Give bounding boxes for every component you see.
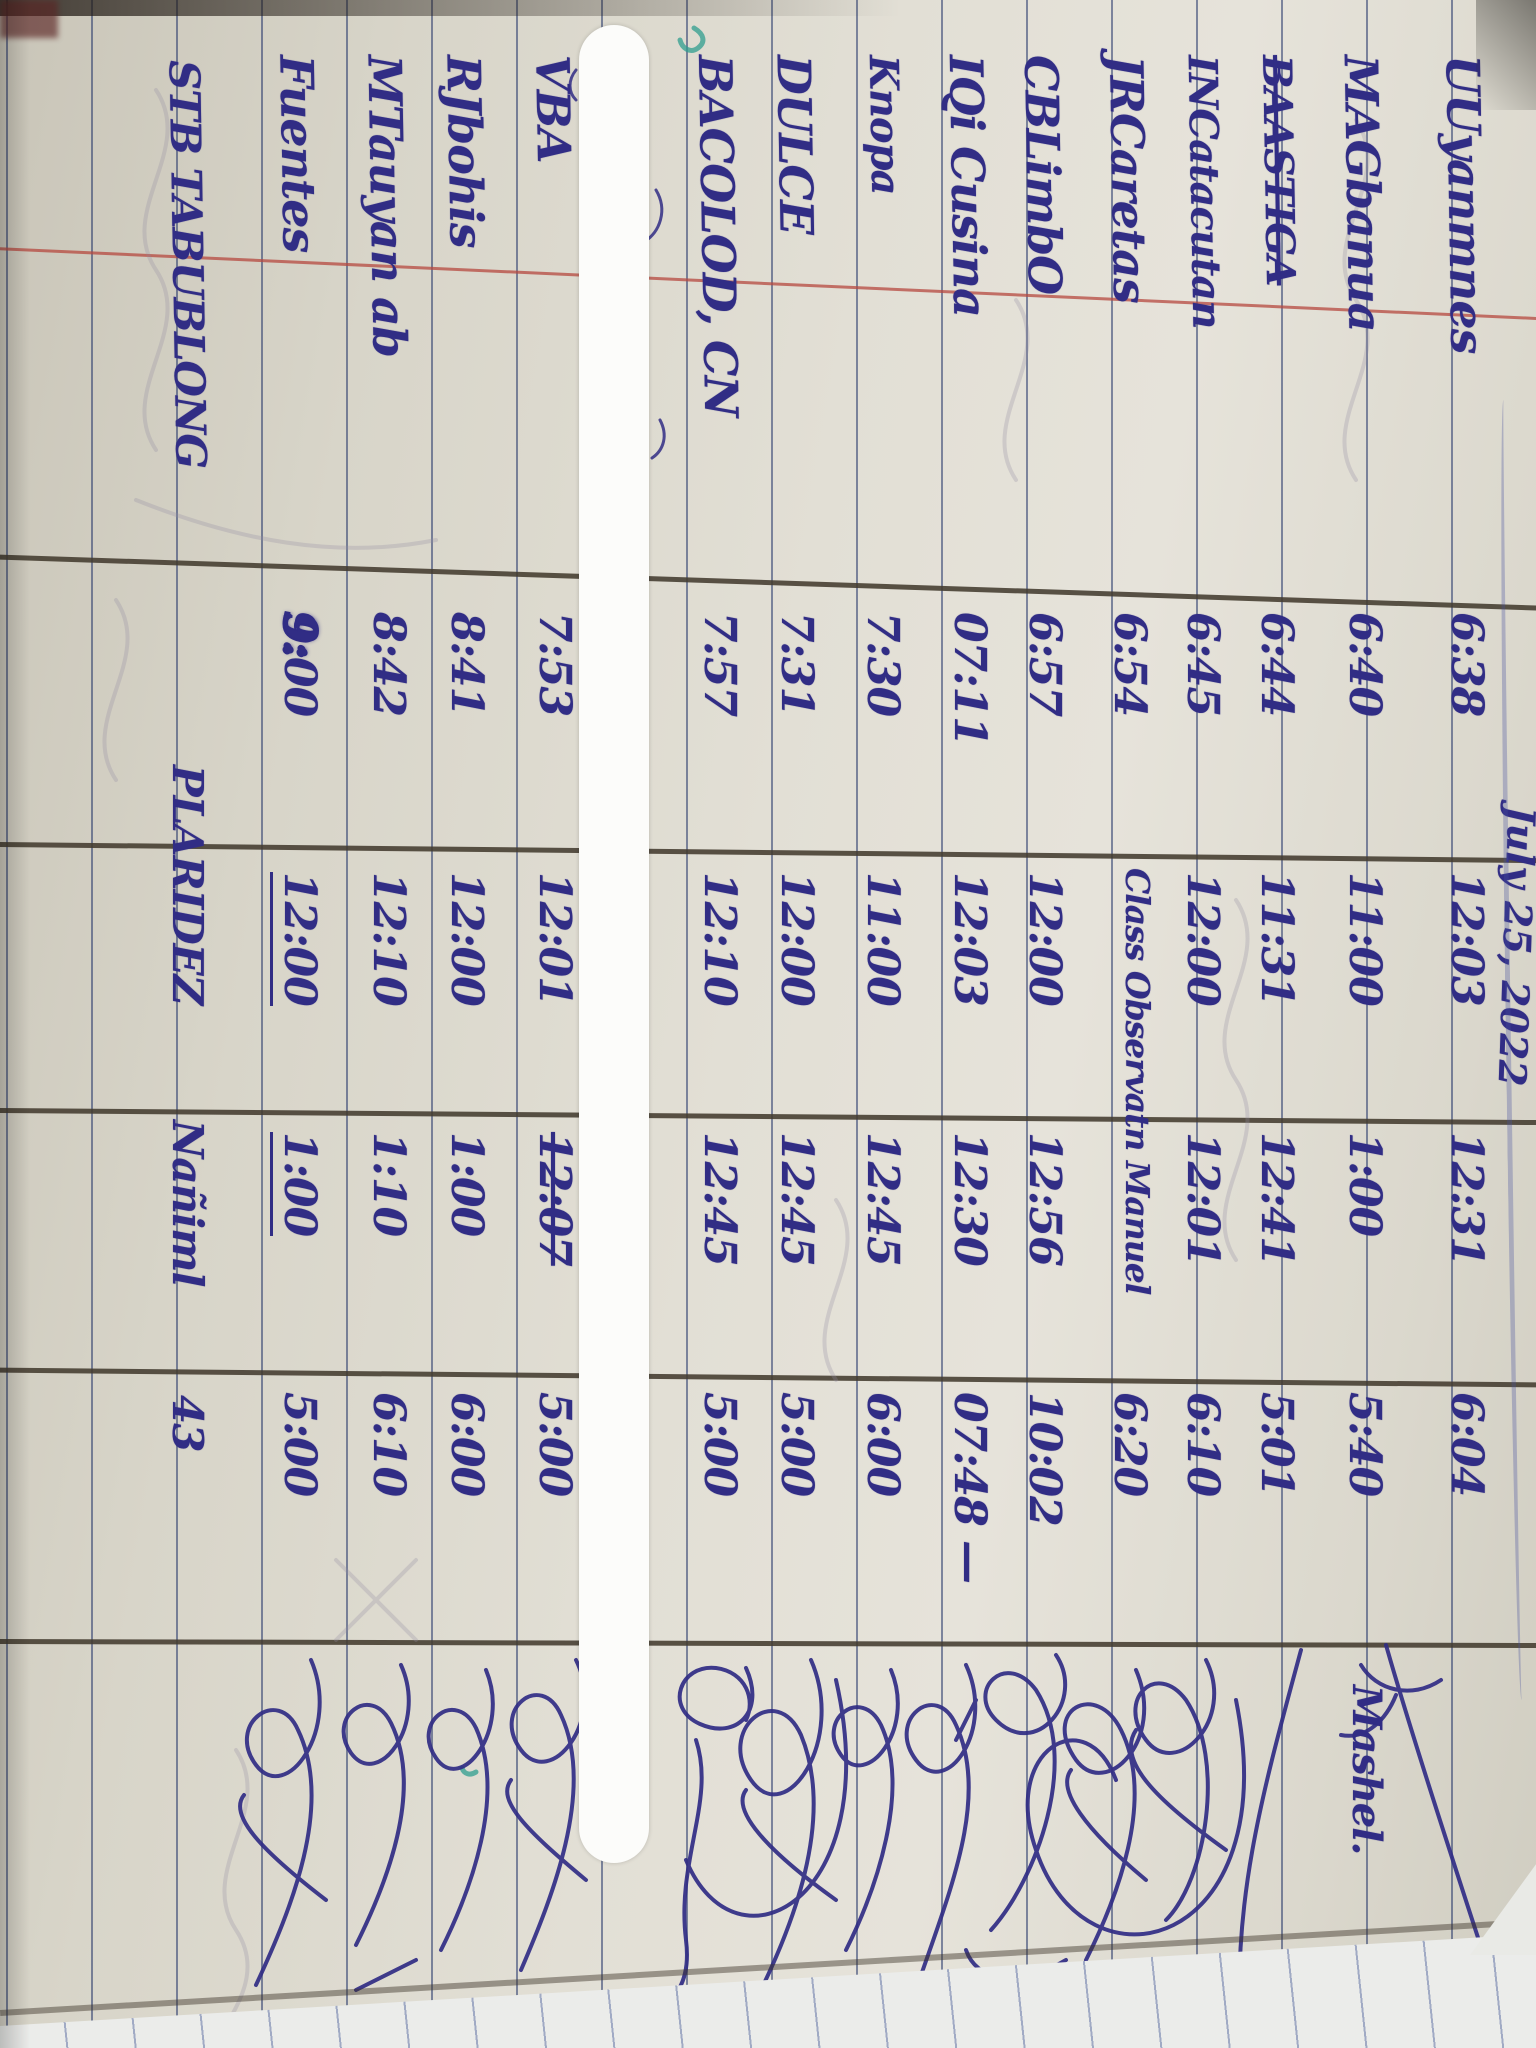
correction-tape-redaction bbox=[579, 25, 649, 1863]
top-left-dark-patch bbox=[0, 0, 58, 38]
left-edge-shadow bbox=[0, 0, 30, 2048]
top-right-shadow bbox=[1476, 0, 1536, 110]
teal-ink-mark bbox=[459, 25, 706, 1777]
top-edge-shadow bbox=[0, 0, 900, 16]
